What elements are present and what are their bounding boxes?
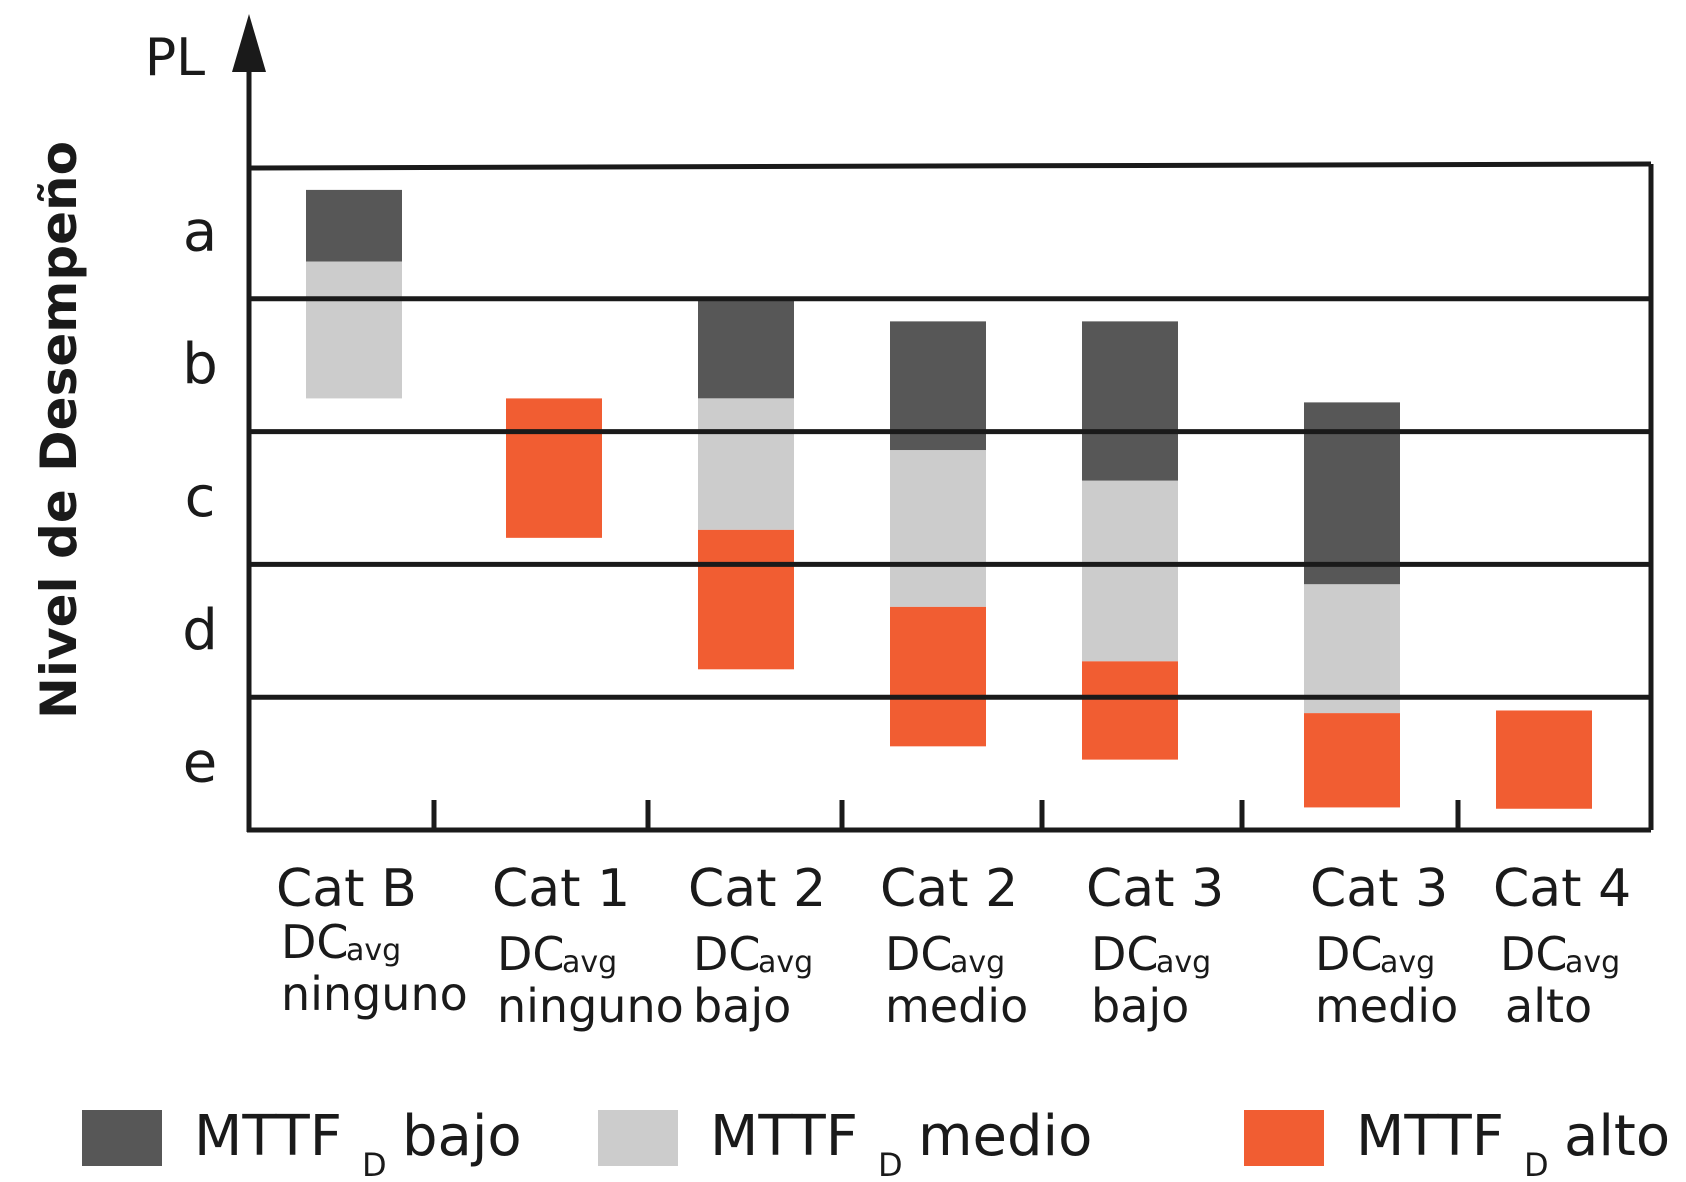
category-dc-level: ninguno bbox=[281, 967, 468, 1021]
category-dc-sub: avg bbox=[562, 945, 617, 980]
legend-label-level: bajo bbox=[402, 1104, 522, 1169]
legend-swatch-bajo bbox=[82, 1110, 162, 1166]
legend-label-level: medio bbox=[918, 1104, 1092, 1169]
category-name: Cat 2 bbox=[880, 859, 1018, 919]
bar-alto-5 bbox=[1082, 661, 1178, 760]
legend-label-sub: D bbox=[1524, 1146, 1549, 1182]
pl-level-c: c bbox=[185, 465, 216, 530]
pl-level-d: d bbox=[182, 598, 218, 663]
legend-label: MTTF bbox=[1356, 1104, 1504, 1169]
category-dc-label: DC bbox=[1091, 927, 1159, 981]
legend-swatch-medio bbox=[598, 1110, 678, 1166]
category-dc-label: DC bbox=[497, 927, 565, 981]
pl-level-a: a bbox=[183, 199, 217, 264]
bar-alto-6 bbox=[1304, 713, 1400, 808]
bar-bajo-1 bbox=[306, 189, 402, 262]
category-name: Cat B bbox=[276, 859, 417, 919]
category-dc-sub: avg bbox=[346, 933, 401, 968]
legend-label-sub: D bbox=[362, 1146, 387, 1182]
y-axis-arrow bbox=[232, 14, 266, 72]
bar-medio-5 bbox=[1082, 480, 1178, 662]
bar-bajo-5 bbox=[1082, 321, 1178, 481]
pl-level-b: b bbox=[182, 332, 218, 397]
legend-label: MTTF bbox=[710, 1104, 858, 1169]
legend-label-level: alto bbox=[1564, 1104, 1670, 1169]
pl-level-labels: a b c d e bbox=[182, 199, 218, 795]
bar-medio-3 bbox=[698, 398, 794, 530]
category-dc-label: DC bbox=[1500, 927, 1568, 981]
bar-bajo-3 bbox=[698, 298, 794, 399]
category-dc-label: DC bbox=[885, 927, 953, 981]
bar-medio-1 bbox=[306, 261, 402, 399]
category-dc-level: bajo bbox=[693, 979, 791, 1033]
chart-frame bbox=[246, 60, 1654, 833]
category-dc-sub: avg bbox=[758, 945, 813, 980]
category-name: Cat 3 bbox=[1310, 859, 1448, 919]
category-dc-label: DC bbox=[281, 915, 349, 969]
category-dc-label: DC bbox=[693, 927, 761, 981]
bars-layer bbox=[306, 189, 1592, 809]
category-dc-sub: avg bbox=[950, 945, 1005, 980]
bar-bajo-4 bbox=[890, 321, 986, 451]
top-border bbox=[246, 161, 1652, 171]
bar-alto-4 bbox=[890, 606, 986, 747]
legend-swatch-alto bbox=[1244, 1110, 1324, 1166]
bar-alto-3 bbox=[698, 529, 794, 670]
category-dc-level: bajo bbox=[1091, 979, 1189, 1033]
category-dc-level: medio bbox=[885, 979, 1028, 1033]
legend-label-sub: D bbox=[878, 1146, 903, 1182]
category-name: Cat 3 bbox=[1086, 859, 1224, 919]
category-name: Cat 1 bbox=[492, 859, 630, 919]
category-name: Cat 2 bbox=[688, 859, 826, 919]
category-dc-level: medio bbox=[1315, 979, 1458, 1033]
pl-axis-label: PL bbox=[145, 28, 205, 88]
bar-medio-6 bbox=[1304, 584, 1400, 714]
gridlines bbox=[249, 296, 1651, 700]
category-dc-level: ninguno bbox=[497, 979, 684, 1033]
category-dc-sub: avg bbox=[1565, 945, 1620, 980]
category-dc-level: alto bbox=[1505, 979, 1592, 1033]
legend-label: MTTF bbox=[194, 1104, 342, 1169]
bar-alto-7 bbox=[1496, 710, 1592, 809]
pl-level-e: e bbox=[183, 731, 217, 796]
category-name: Cat 4 bbox=[1493, 859, 1631, 919]
category-dc-sub: avg bbox=[1156, 945, 1211, 980]
category-dc-sub: avg bbox=[1380, 945, 1435, 980]
x-ticks bbox=[431, 800, 1461, 830]
category-dc-label: DC bbox=[1315, 927, 1383, 981]
bar-medio-4 bbox=[890, 450, 986, 607]
bar-alto-2 bbox=[506, 398, 602, 538]
y-axis-title: Nivel de Desempeño bbox=[30, 141, 88, 719]
